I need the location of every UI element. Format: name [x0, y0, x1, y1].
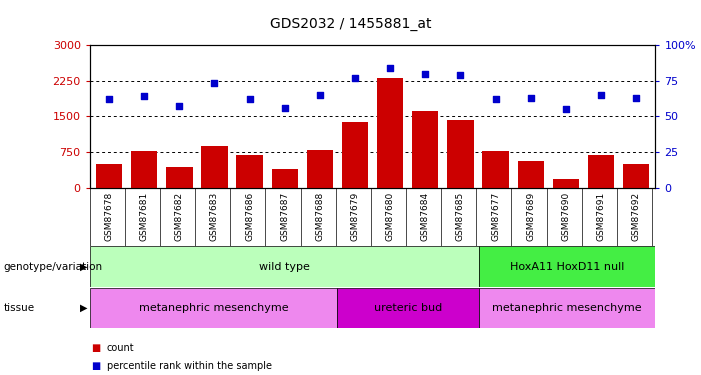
Bar	[337, 288, 479, 328]
Text: HoxA11 HoxD11 null: HoxA11 HoxD11 null	[510, 262, 624, 272]
Bar	[90, 288, 337, 328]
Text: GSM87690: GSM87690	[562, 192, 571, 242]
Text: ureteric bud: ureteric bud	[374, 303, 442, 313]
Bar	[271, 169, 298, 188]
Point	[420, 70, 431, 76]
Point	[279, 105, 290, 111]
Text: GSM87686: GSM87686	[245, 192, 254, 242]
Bar	[201, 146, 228, 188]
Text: GSM87685: GSM87685	[456, 192, 465, 242]
Text: ■: ■	[91, 343, 100, 353]
Point	[349, 75, 360, 81]
Point	[244, 96, 255, 102]
Bar	[90, 246, 479, 287]
Text: GSM87678: GSM87678	[104, 192, 114, 242]
Text: GSM87684: GSM87684	[421, 192, 430, 241]
Bar	[342, 122, 368, 188]
Point	[525, 95, 536, 101]
Text: wild type: wild type	[259, 262, 310, 272]
Bar	[166, 167, 193, 188]
Text: GSM87680: GSM87680	[386, 192, 395, 242]
Text: ▶: ▶	[80, 303, 88, 313]
Bar	[236, 155, 263, 188]
Bar	[307, 150, 333, 188]
Point	[209, 81, 220, 87]
Point	[139, 93, 150, 99]
Text: GSM87692: GSM87692	[632, 192, 641, 241]
Bar	[96, 164, 122, 188]
Text: ▶: ▶	[80, 262, 88, 272]
Bar	[517, 161, 544, 188]
Bar	[482, 152, 509, 188]
Point	[630, 95, 641, 101]
Point	[490, 96, 501, 102]
Text: percentile rank within the sample: percentile rank within the sample	[107, 361, 271, 370]
Bar	[552, 179, 579, 188]
Text: GSM87683: GSM87683	[210, 192, 219, 242]
Text: GSM87688: GSM87688	[315, 192, 325, 242]
Text: GSM87682: GSM87682	[175, 192, 184, 241]
Text: GSM87689: GSM87689	[526, 192, 535, 242]
Point	[104, 96, 115, 102]
Point	[560, 106, 571, 112]
Bar	[479, 246, 655, 287]
Text: GSM87677: GSM87677	[491, 192, 500, 242]
Point	[174, 103, 185, 109]
Text: metanephric mesenchyme: metanephric mesenchyme	[492, 303, 642, 313]
Bar	[623, 164, 649, 188]
Bar	[131, 152, 157, 188]
Text: GSM87691: GSM87691	[597, 192, 606, 242]
Text: metanephric mesenchyme: metanephric mesenchyme	[139, 303, 288, 313]
Point	[455, 72, 466, 78]
Bar	[588, 155, 614, 188]
Text: GSM87687: GSM87687	[280, 192, 290, 242]
Text: ■: ■	[91, 361, 100, 370]
Text: tissue: tissue	[4, 303, 34, 313]
Text: GDS2032 / 1455881_at: GDS2032 / 1455881_at	[270, 17, 431, 31]
Bar	[479, 288, 655, 328]
Text: genotype/variation: genotype/variation	[4, 262, 102, 272]
Point	[595, 92, 606, 98]
Point	[385, 65, 396, 71]
Text: GSM87681: GSM87681	[139, 192, 149, 242]
Bar	[447, 120, 474, 188]
Text: GSM87679: GSM87679	[350, 192, 360, 242]
Bar	[412, 111, 438, 188]
Bar	[377, 78, 403, 188]
Text: count: count	[107, 343, 134, 353]
Point	[314, 92, 325, 98]
